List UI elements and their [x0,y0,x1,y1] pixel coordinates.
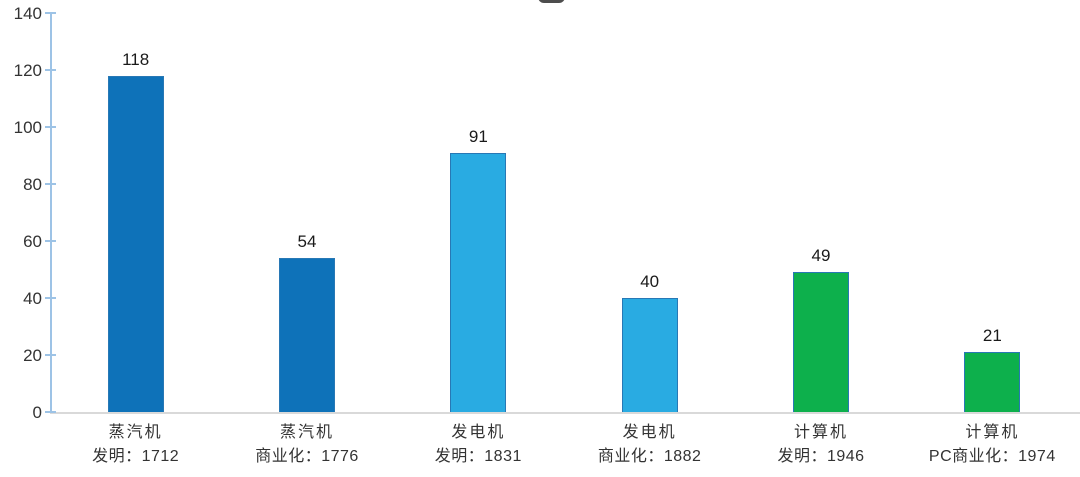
y-tick-mark [45,126,56,128]
y-tick-mark [45,411,56,413]
category-name: 蒸汽机 [108,424,163,441]
category-name: 计算机 [965,424,1020,441]
category-name: 发电机 [451,424,506,441]
y-tick-mark [45,354,56,356]
y-tick-mark [45,12,56,14]
bar [450,152,507,412]
y-axis-line [50,13,52,413]
category-label: 计算机发明：1946 [735,421,906,469]
bar-value-label: 91 [468,126,488,146]
category-label: 发电机发明：1831 [393,421,564,469]
category-year: 商业化：1882 [597,448,702,465]
bar [107,75,164,412]
bar-value-label: 49 [811,246,831,266]
category-name: 发电机 [622,424,677,441]
bar-value-label: 40 [640,272,660,291]
y-tick-mark [45,297,56,299]
category-label: 计算机 PC商业化：1974 [907,421,1078,469]
category-year: 发明：1712 [92,448,180,465]
category-year: 发明：1946 [777,448,865,465]
y-tick-label: 100 [13,118,42,137]
bar [279,258,335,412]
bar-value-label: 54 [297,232,317,252]
y-tick-label: 80 [23,175,42,194]
y-tick-label: 0 [32,403,42,422]
y-tick-label: 140 [13,4,42,23]
category-label: 发电机商业化：1882 [564,421,735,469]
y-tick-label: 60 [23,232,42,251]
y-tick-mark [45,183,56,185]
bar [964,352,1021,412]
bar [793,272,849,412]
y-tick-label: 40 [23,289,42,308]
category-name: 计算机 [793,424,848,441]
bar-value-label: 118 [122,49,150,69]
y-tick-mark [45,240,56,242]
clipped-title-fragment [538,0,565,3]
category-year: 发明：1831 [434,448,522,465]
x-axis-line [50,412,1080,414]
bar [621,298,678,412]
category-label: 蒸汽机商业化：1776 [221,421,392,469]
bar-value-label: 21 [982,326,1002,346]
y-tick-label: 20 [23,346,42,365]
category-year: 商业化：1776 [255,448,359,465]
category-name: 蒸汽机 [279,424,334,441]
y-tick-mark [45,69,56,71]
category-year: PC商业化：1974 [928,448,1056,465]
category-label: 蒸汽机发明：1712 [50,421,221,469]
y-tick-label: 120 [13,61,42,80]
